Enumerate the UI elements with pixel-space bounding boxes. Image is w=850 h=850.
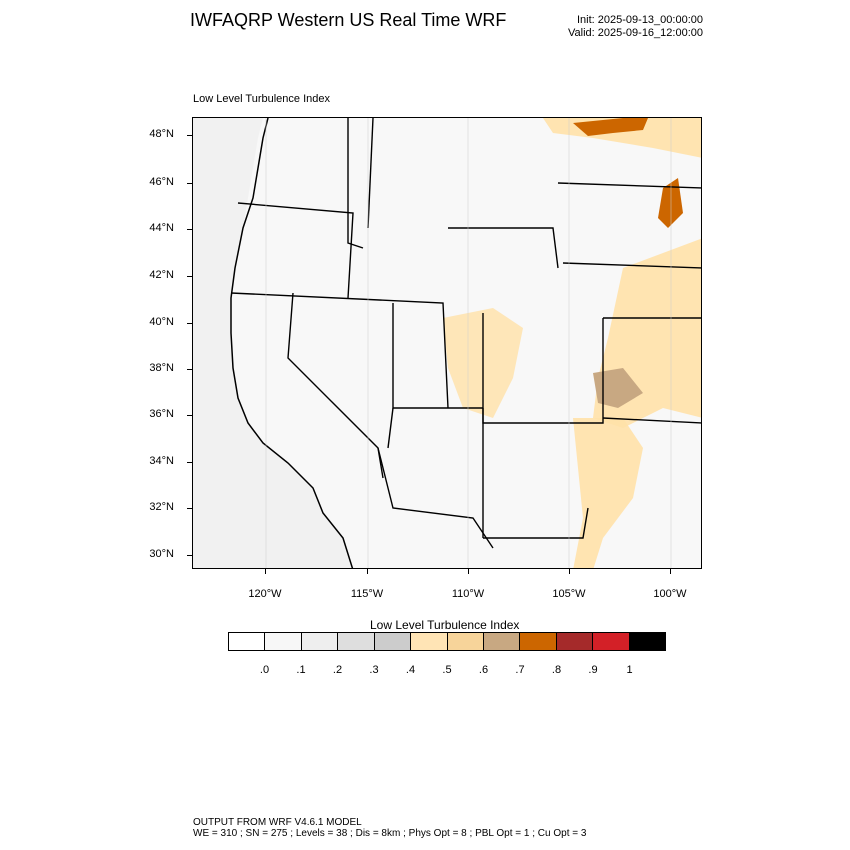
lat-label-40: 40°N: [149, 316, 174, 328]
colorbar-swatch: [229, 633, 266, 650]
colorbar-label: .5: [442, 664, 452, 676]
lon-label-110w: 110°W: [451, 588, 485, 600]
state-borders: [230, 118, 701, 549]
lat-tick: [187, 135, 192, 136]
colorbar-label: .8: [551, 664, 562, 676]
lon-tick: [265, 569, 266, 574]
lat-tick: [187, 229, 192, 230]
graticule: [265, 118, 672, 568]
lat-label-38: 38°N: [149, 362, 174, 374]
lat-tick: [187, 276, 192, 277]
colorbar-swatch: [411, 633, 448, 650]
colorbar-swatch: [301, 633, 339, 650]
colorbar-swatch: [520, 633, 557, 650]
colorbar-label: .1: [296, 664, 306, 676]
colorbar-swatch: [593, 633, 630, 650]
colorbar-label: .3: [369, 664, 379, 676]
run-info: Init: 2025-09-13_00:00:00 Valid: 2025-09…: [520, 14, 703, 40]
lat-label-42: 42°N: [149, 269, 174, 281]
map-frame: [192, 117, 702, 569]
lat-label-46: 46°N: [149, 176, 174, 188]
model-version: OUTPUT FROM WRF V4.6.1 MODEL: [193, 817, 362, 828]
lon-label-115w: 115°W: [350, 588, 384, 600]
lon-label-120w: 120°W: [248, 588, 282, 600]
lon-label-105w: 105°W: [552, 588, 586, 600]
coastline: [230, 118, 354, 568]
colorbar-label: .0: [259, 664, 270, 676]
colorbar-label: .9: [588, 664, 598, 676]
lat-tick: [187, 415, 192, 416]
colorbar-title: Low Level Turbulence Index: [370, 618, 520, 632]
colorbar-swatch: [556, 633, 594, 650]
lat-label-34: 34°N: [149, 455, 174, 467]
lat-label-32: 32°N: [149, 501, 174, 513]
lat-label-30: 30°N: [149, 548, 174, 560]
colorbar-swatch: [447, 633, 484, 650]
main-title: IWFAQRP Western US Real Time WRF: [190, 10, 507, 30]
colorbar-label: .2: [332, 664, 343, 676]
lon-label-100w: 100°W: [653, 588, 687, 600]
colorbar-swatch: [629, 633, 666, 650]
model-footer: OUTPUT FROM WRF V4.6.1 MODEL WE = 310 ; …: [193, 817, 586, 839]
colorbar-swatch: [374, 633, 412, 650]
model-config: WE = 310 ; SN = 275 ; Levels = 38 ; Dis …: [193, 828, 587, 839]
colorbar-swatch: [265, 633, 302, 650]
turbulence-dark-e: [658, 178, 683, 228]
lat-tick: [187, 462, 192, 463]
valid-time: Valid: 2025-09-16_12:00:00: [568, 27, 703, 39]
lat-label-36: 36°N: [149, 408, 174, 420]
lat-tick: [187, 183, 192, 184]
turbulence-dark-ne: [573, 118, 648, 136]
map-canvas: [193, 118, 701, 568]
lon-tick: [569, 569, 570, 574]
colorbar-label: .4: [405, 664, 416, 676]
turbulence-high: [593, 368, 643, 408]
colorbar-swatch: [338, 633, 375, 650]
lon-tick: [367, 569, 368, 574]
lat-label-48: 48°N: [149, 128, 174, 140]
lon-tick: [670, 569, 671, 574]
lon-tick: [468, 569, 469, 574]
colorbar-label: .6: [478, 664, 489, 676]
colorbar-label: .7: [515, 664, 525, 676]
lat-label-44: 44°N: [149, 222, 174, 234]
lat-tick: [187, 369, 192, 370]
turbulence-texas: [573, 418, 643, 568]
lat-tick: [187, 508, 192, 509]
lat-tick: [187, 555, 192, 556]
colorbar-swatch: [483, 633, 521, 650]
lat-tick: [187, 323, 192, 324]
init-time: Init: 2025-09-13_00:00:00: [577, 14, 703, 26]
colorbar: [228, 632, 666, 651]
map-title: Low Level Turbulence Index: [193, 93, 330, 105]
colorbar-label: 1: [626, 664, 633, 676]
